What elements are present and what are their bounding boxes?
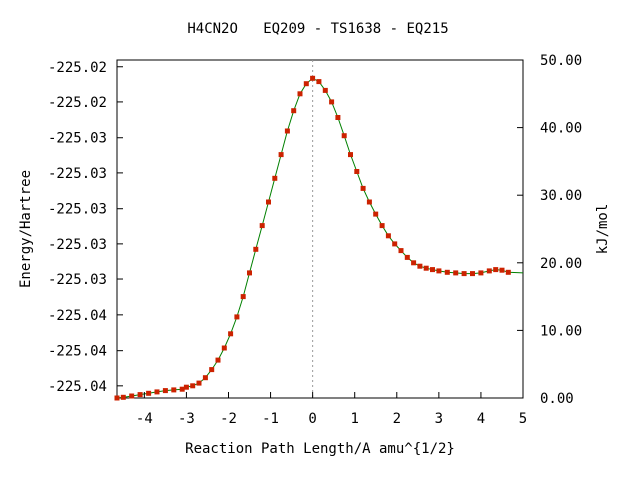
- x-tick-label: 2: [393, 411, 401, 427]
- data-point: [398, 248, 404, 254]
- y-left-tick-label: -225.03: [48, 131, 107, 147]
- data-point: [493, 267, 499, 273]
- data-point: [196, 380, 202, 386]
- data-point: [329, 99, 335, 105]
- data-point: [162, 388, 168, 394]
- y-right-tick-label: 10.00: [540, 323, 582, 339]
- data-point: [190, 383, 196, 389]
- data-point: [247, 270, 252, 276]
- data-point: [486, 268, 492, 274]
- x-tick-label: 0: [308, 411, 316, 427]
- data-point: [436, 268, 442, 274]
- x-tick-label: 3: [435, 411, 443, 427]
- data-point: [444, 269, 450, 275]
- y-left-tick-label: -225.02: [48, 60, 107, 76]
- data-point: [373, 211, 379, 217]
- data-point: [348, 152, 353, 158]
- x-axis-label: Reaction Path Length/A amu^{1/2}: [185, 441, 455, 457]
- data-point: [366, 199, 372, 205]
- series-line: [116, 77, 524, 399]
- data-point: [129, 393, 135, 399]
- y-right-tick-label: 50.00: [540, 53, 582, 69]
- data-point: [183, 384, 189, 390]
- x-tick-label: -3: [178, 411, 195, 427]
- data-point: [284, 128, 290, 134]
- data-point: [120, 394, 126, 400]
- y-left-tick-label: -225.02: [48, 95, 107, 111]
- data-point: [266, 199, 271, 205]
- y-left-tick-label: -225.03: [48, 272, 107, 288]
- data-point: [291, 108, 297, 114]
- series-layer: [114, 75, 524, 401]
- y-left-tick-label: -225.04: [48, 379, 107, 395]
- y-left-tick-label: -225.04: [48, 344, 107, 360]
- x-tick-label: 5: [519, 411, 527, 427]
- y-right-tick-label: 20.00: [540, 256, 582, 272]
- data-point: [310, 75, 316, 81]
- y-right-tick-label: 0.00: [540, 391, 574, 407]
- data-point: [234, 314, 240, 320]
- data-point: [461, 271, 467, 277]
- data-point: [240, 294, 246, 300]
- data-point: [430, 267, 435, 273]
- data-point: [335, 115, 341, 120]
- x-tick-label: -4: [136, 411, 153, 427]
- y-left-tick-label: -225.04: [48, 308, 107, 324]
- data-point: [278, 152, 284, 158]
- data-point: [385, 233, 391, 239]
- y-left-tick-label: -225.03: [48, 237, 107, 253]
- data-point: [215, 357, 221, 363]
- data-point: [478, 270, 484, 276]
- data-point: [354, 169, 360, 174]
- data-point: [272, 175, 278, 181]
- data-point: [470, 271, 475, 277]
- x-tick-label: 4: [477, 411, 485, 427]
- y-left-tick-label: -225.03: [48, 202, 107, 218]
- data-point: [404, 254, 410, 260]
- y2-axis-label: kJ/mol: [595, 204, 611, 255]
- data-point: [171, 387, 177, 393]
- data-point: [137, 392, 143, 398]
- data-point: [411, 260, 417, 266]
- y-left-tick-label: -225.03: [48, 166, 107, 182]
- data-point: [505, 269, 511, 275]
- data-point: [146, 390, 152, 396]
- data-point: [316, 79, 322, 85]
- x-tick-layer: -4 -3 -2 -1 0 1 2 3 4 5: [136, 392, 527, 427]
- data-point: [209, 367, 215, 373]
- data-point: [453, 270, 459, 276]
- data-point: [221, 345, 227, 351]
- data-point: [423, 265, 429, 271]
- data-point: [417, 263, 423, 269]
- x-tick-label: -1: [262, 411, 279, 427]
- x-tick-label: -2: [220, 411, 237, 427]
- data-point: [360, 185, 366, 191]
- data-point: [499, 267, 505, 273]
- data-point: [259, 223, 265, 229]
- data-point: [228, 331, 234, 337]
- data-point: [114, 395, 120, 401]
- data-point: [202, 375, 208, 381]
- data-point: [392, 241, 398, 247]
- data-point: [341, 133, 347, 139]
- y-axis-label: Energy/Hartree: [18, 170, 34, 288]
- y-right-tick-label: 30.00: [540, 188, 582, 204]
- data-point: [154, 389, 160, 395]
- y-right-tick-label: 40.00: [540, 121, 582, 137]
- data-point: [379, 223, 385, 229]
- data-point: [303, 81, 309, 87]
- y-left-tick-layer: -225.02 -225.02 -225.03 -225.03 -225.03 -225.…: [48, 60, 123, 395]
- data-point: [297, 91, 303, 97]
- data-point: [179, 386, 185, 392]
- data-point: [322, 87, 328, 93]
- plot-frame: [116, 59, 524, 399]
- data-point: [253, 246, 259, 252]
- x-tick-label: 1: [350, 411, 358, 427]
- y-right-tick-layer: 0.00 10.00 20.00 30.00 40.00 50.00: [517, 53, 582, 407]
- chart-title: H4CN2O EQ209 - TS1638 - EQ215: [187, 21, 448, 37]
